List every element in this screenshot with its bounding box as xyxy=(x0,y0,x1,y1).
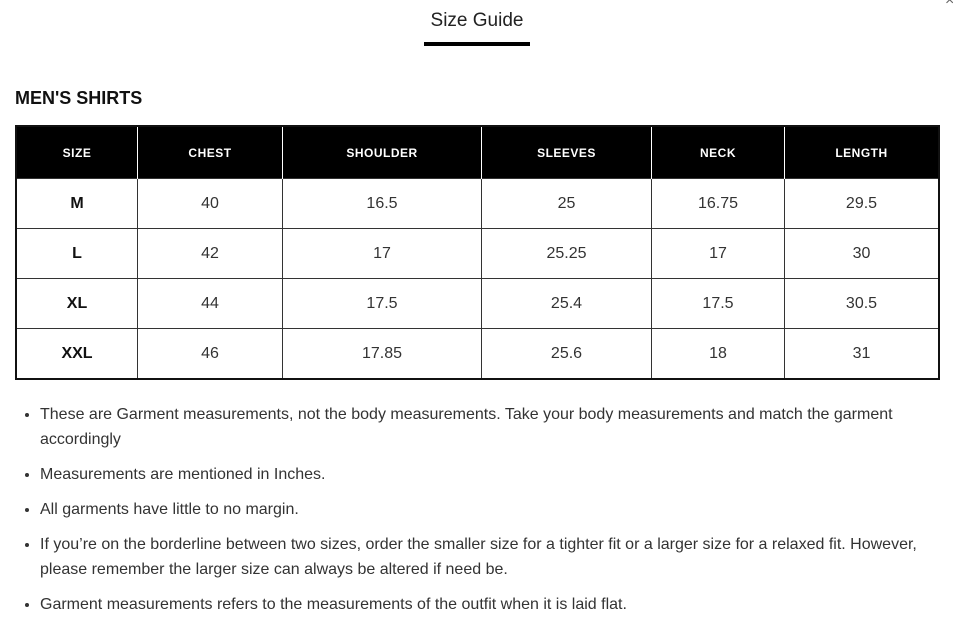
cell-chest: 42 xyxy=(137,228,283,279)
section-title: MEN'S SHIRTS xyxy=(15,88,143,108)
cell-shoulder: 17 xyxy=(282,228,482,279)
header-length: LENGTH xyxy=(784,126,939,179)
cell-size: M xyxy=(15,178,138,229)
cell-chest: 44 xyxy=(137,278,283,329)
header-size: SIZE xyxy=(16,126,138,179)
table-row: XXL 46 17.85 25.6 18 31 xyxy=(15,328,940,380)
cell-length: 30.5 xyxy=(784,278,940,329)
cell-shoulder: 16.5 xyxy=(282,178,482,229)
cell-neck: 18 xyxy=(651,328,785,380)
header-chest: CHEST xyxy=(137,126,283,179)
note-item: All garments have little to no margin. xyxy=(40,497,940,522)
cell-length: 31 xyxy=(784,328,940,380)
header-shoulder: SHOULDER xyxy=(282,126,482,179)
table-row: L 42 17 25.25 17 30 xyxy=(15,228,940,279)
note-item: These are Garment measurements, not the … xyxy=(40,402,940,452)
cell-sleeves: 25.25 xyxy=(481,228,652,279)
cell-size: L xyxy=(15,228,138,279)
cell-size: XL xyxy=(15,278,138,329)
note-item: Garment measurements refers to the measu… xyxy=(40,592,940,617)
cell-chest: 40 xyxy=(137,178,283,229)
tab-size-guide[interactable]: Size Guide xyxy=(430,10,524,31)
cell-size: XXL xyxy=(15,328,138,380)
header-sleeves: SLEEVES xyxy=(481,126,652,179)
table-header-row: SIZE CHEST SHOULDER SLEEVES NECK LENGTH xyxy=(16,126,939,179)
close-icon[interactable]: × xyxy=(945,0,953,9)
header-neck: NECK xyxy=(651,126,785,179)
cell-chest: 46 xyxy=(137,328,283,380)
note-item: If you’re on the borderline between two … xyxy=(40,532,940,582)
size-chart-table: SIZE CHEST SHOULDER SLEEVES NECK LENGTH … xyxy=(15,125,940,380)
cell-neck: 16.75 xyxy=(651,178,785,229)
cell-sleeves: 25.6 xyxy=(481,328,652,380)
cell-shoulder: 17.5 xyxy=(282,278,482,329)
table-row: M 40 16.5 25 16.75 29.5 xyxy=(15,178,940,229)
cell-sleeves: 25.4 xyxy=(481,278,652,329)
active-tab-indicator xyxy=(424,42,530,46)
cell-neck: 17.5 xyxy=(651,278,785,329)
table-row: XL 44 17.5 25.4 17.5 30.5 xyxy=(15,278,940,329)
cell-shoulder: 17.85 xyxy=(282,328,482,380)
cell-neck: 17 xyxy=(651,228,785,279)
cell-sleeves: 25 xyxy=(481,178,652,229)
notes-list: These are Garment measurements, not the … xyxy=(20,402,940,627)
cell-length: 30 xyxy=(784,228,940,279)
note-item: Measurements are mentioned in Inches. xyxy=(40,462,940,487)
cell-length: 29.5 xyxy=(784,178,940,229)
